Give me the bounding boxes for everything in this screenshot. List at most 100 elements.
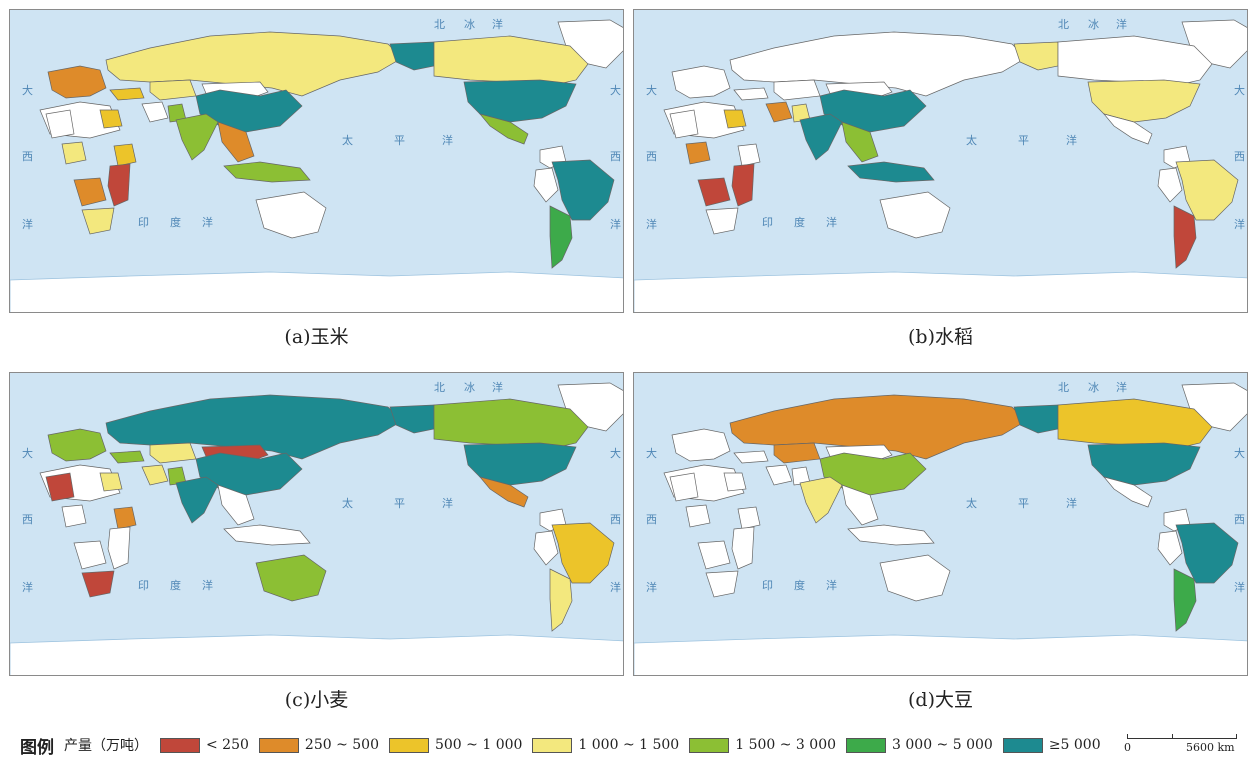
ocean-label-atlantic_right: 西 — [610, 150, 621, 163]
legend-swatch-lt250 — [160, 737, 200, 753]
legend-label-gte5000: ≥5 000 — [1048, 737, 1101, 753]
legend-swatch-500-1000 — [388, 737, 429, 753]
country-algeria — [669, 472, 699, 502]
country-angola — [697, 540, 731, 570]
country-australia — [879, 191, 951, 239]
scale-bar: 0 5600 km — [1122, 732, 1252, 758]
caption-rice: (b)水稻 — [908, 326, 973, 348]
country-usa — [463, 442, 577, 486]
ocean-label-atlantic_right: 西 — [1234, 513, 1245, 526]
ocean-label-atlantic_left: 大 — [22, 83, 33, 97]
country-usa — [463, 79, 577, 123]
country-iran — [765, 464, 793, 486]
antarctica-shape — [10, 271, 623, 312]
caption-maize: (a)玉米 — [284, 326, 349, 348]
ocean-label-atlantic_left: 西 — [22, 513, 33, 526]
ocean-label-indian: 度 — [794, 215, 805, 229]
ocean-label-arctic: 北 — [434, 381, 445, 394]
country-australia — [255, 554, 327, 602]
ocean-label-atlantic_left: 大 — [646, 83, 657, 97]
country-russia — [105, 31, 403, 97]
map-panel-wheat: 北冰洋大西洋印度洋太平洋大西洋 — [9, 372, 624, 676]
country-brazil — [1175, 159, 1239, 221]
legend-item-1500-3000: 1 500 ~ 3 000 — [689, 737, 836, 753]
scale-bar-line — [1127, 738, 1237, 739]
map-panel-maize: 北冰洋大西洋印度洋太平洋大西洋 — [9, 9, 624, 313]
scale-tick-end — [1236, 734, 1237, 739]
country-india — [799, 113, 843, 161]
country-southeastasia — [217, 121, 255, 163]
country-india — [799, 476, 843, 524]
ocean-label-arctic: 北 — [434, 18, 445, 31]
ocean-label-arctic: 冰 — [464, 381, 475, 394]
legend-item-250-500: 250 ~ 500 — [258, 737, 379, 753]
country-nigeria — [685, 504, 711, 528]
country-kazakhstan — [149, 79, 197, 101]
country-india — [175, 113, 219, 161]
ocean-label-arctic: 北 — [1058, 381, 1069, 394]
legend-unit: 产量（万吨） — [64, 738, 148, 754]
country-indonesia — [847, 524, 935, 546]
ocean-label-arctic: 北 — [1058, 18, 1069, 31]
ocean-label-indian: 印 — [762, 216, 773, 229]
country-southeastasia — [217, 484, 255, 526]
country-turkey — [733, 450, 769, 464]
country-iran — [765, 101, 793, 123]
ocean-label-atlantic_right: 大 — [610, 446, 621, 460]
country-southeastasia — [841, 484, 879, 526]
legend-label-3000-5000: 3 000 ~ 5 000 — [892, 737, 993, 753]
country-iran — [141, 101, 169, 123]
country-westeurope — [671, 65, 731, 99]
country-argentina — [1173, 205, 1197, 269]
scale-tick-mid — [1172, 734, 1173, 739]
world-map-a: 北冰洋大西洋印度洋太平洋大西洋 — [10, 10, 623, 312]
world-map-c: 北冰洋大西洋印度洋太平洋大西洋 — [10, 373, 623, 675]
legend-title: 图例 — [20, 737, 54, 758]
country-argentina — [1173, 568, 1197, 632]
country-angola — [73, 540, 107, 570]
scale-label-start: 0 — [1124, 741, 1131, 754]
country-egypt — [723, 472, 747, 492]
ocean-label-pacific: 洋 — [442, 133, 453, 147]
ocean-label-atlantic_left: 大 — [646, 446, 657, 460]
country-ethiopia — [113, 143, 137, 167]
country-india — [175, 476, 219, 524]
country-iran — [141, 464, 169, 486]
world-map-b: 北冰洋大西洋印度洋太平洋大西洋 — [634, 10, 1247, 312]
ocean-label-arctic: 冰 — [1088, 381, 1099, 394]
legend-item-500-1000: 500 ~ 1 000 — [388, 737, 522, 753]
ocean-label-pacific: 洋 — [1066, 133, 1077, 147]
country-southafrica — [81, 207, 115, 235]
ocean-label-arctic: 冰 — [1088, 18, 1099, 31]
legend-label-1000-1500: 1 000 ~ 1 500 — [578, 737, 680, 753]
country-mexico — [1103, 476, 1153, 508]
country-peru — [533, 167, 559, 203]
legend-item-gte5000: ≥5 000 — [1002, 737, 1101, 753]
ocean-label-indian: 洋 — [202, 578, 213, 592]
country-kazakhstan — [773, 79, 821, 101]
country-alaska — [389, 404, 435, 434]
ocean-label-atlantic_left: 洋 — [22, 217, 33, 231]
legend-item-1000-1500: 1 000 ~ 1 500 — [532, 737, 679, 753]
antarctica-shape — [10, 634, 623, 675]
ocean-label-pacific: 平 — [1018, 497, 1029, 510]
country-egypt — [723, 109, 747, 129]
ocean-label-atlantic_right: 洋 — [1234, 217, 1245, 231]
ocean-label-pacific: 洋 — [442, 496, 453, 510]
country-nigeria — [685, 141, 711, 165]
country-argentina — [549, 205, 573, 269]
country-angola — [697, 177, 731, 207]
ocean-label-atlantic_right: 洋 — [1234, 580, 1245, 594]
legend-swatch-3000-5000 — [846, 737, 887, 753]
legend-swatch-250-500 — [258, 737, 299, 753]
country-eastafrica — [107, 163, 131, 207]
country-peru — [533, 530, 559, 566]
country-russia — [729, 31, 1027, 97]
country-ethiopia — [737, 506, 761, 530]
ocean-label-atlantic_left: 西 — [22, 150, 33, 163]
country-brazil — [1175, 522, 1239, 584]
ocean-label-pacific: 平 — [394, 497, 405, 510]
country-algeria — [45, 109, 75, 139]
map-panel-soybean: 北冰洋大西洋印度洋太平洋大西洋 — [633, 372, 1248, 676]
ocean-label-atlantic_left: 大 — [22, 446, 33, 460]
